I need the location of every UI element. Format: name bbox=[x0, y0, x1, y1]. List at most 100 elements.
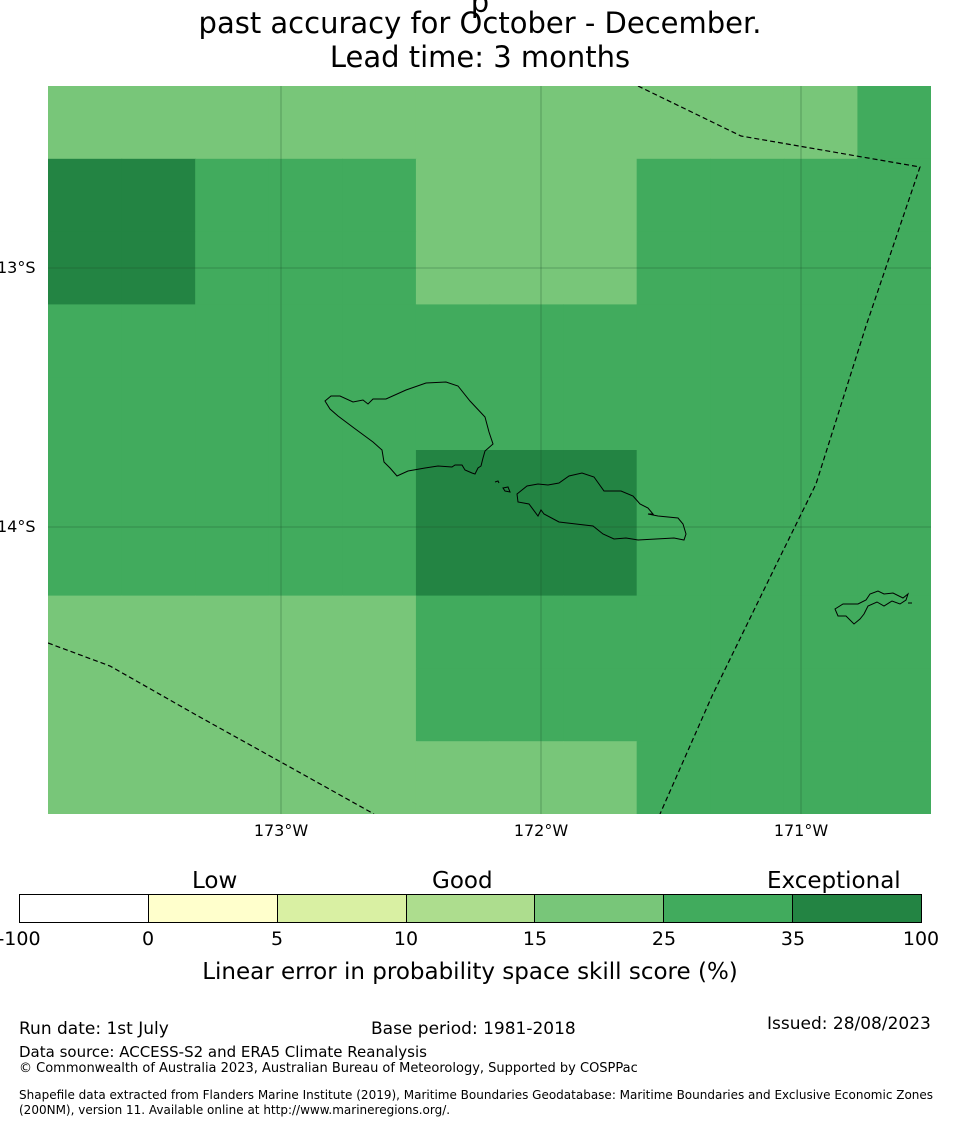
map-cell bbox=[783, 231, 859, 305]
map-cell bbox=[342, 522, 417, 597]
map-cell bbox=[415, 668, 491, 742]
map-cell bbox=[48, 668, 123, 742]
map-cell bbox=[563, 231, 638, 305]
map-cell bbox=[415, 450, 491, 524]
map-cell bbox=[415, 522, 491, 597]
map-cell bbox=[783, 522, 859, 597]
map-cell bbox=[342, 86, 417, 160]
map-cell bbox=[783, 450, 859, 524]
map-cell bbox=[121, 595, 196, 669]
shapefile-credit: Shapefile data extracted from Flanders M… bbox=[19, 1088, 934, 1117]
map-cell bbox=[563, 668, 638, 742]
map-cell bbox=[857, 595, 931, 669]
colorbar-tick: -100 bbox=[0, 928, 41, 950]
map-cell bbox=[563, 377, 638, 451]
map-cell bbox=[121, 450, 196, 524]
map-cell bbox=[48, 231, 123, 305]
map-cell bbox=[710, 595, 785, 669]
run-date: Run date: 1st July bbox=[19, 1019, 169, 1039]
map-cell bbox=[121, 377, 196, 451]
map-cell bbox=[195, 450, 270, 524]
map-cell bbox=[268, 668, 343, 742]
colorbar-tick: 5 bbox=[270, 928, 284, 950]
map-cell bbox=[636, 86, 711, 160]
map-cell bbox=[195, 158, 270, 233]
lon-label-171w: 171°W bbox=[773, 821, 829, 840]
colorbar-label: Linear error in probability space skill … bbox=[202, 959, 738, 985]
map-cell bbox=[195, 522, 270, 597]
lat-label-13s: 13°S bbox=[0, 258, 36, 277]
map-cell bbox=[563, 741, 638, 814]
island-outlines bbox=[324, 381, 912, 625]
map-cell bbox=[489, 522, 564, 597]
map-cell bbox=[415, 741, 491, 814]
map-cell bbox=[783, 304, 859, 378]
colorbar bbox=[19, 894, 922, 923]
map-cell bbox=[121, 522, 196, 597]
map-cell bbox=[710, 86, 785, 160]
lon-label-172w: 172°W bbox=[513, 821, 569, 840]
map-cell bbox=[636, 158, 711, 233]
colorbar-tick: 10 bbox=[393, 928, 419, 950]
title-line-1: p bbox=[470, 0, 490, 19]
savaii-island bbox=[324, 381, 494, 477]
map-cell bbox=[783, 158, 859, 233]
map-cell bbox=[710, 450, 785, 524]
map-cell bbox=[636, 595, 711, 669]
map-cell bbox=[636, 522, 711, 597]
map-cell bbox=[489, 158, 564, 233]
map-cell bbox=[857, 86, 931, 160]
map-cell bbox=[195, 668, 270, 742]
map-cell bbox=[710, 304, 785, 378]
upolu-island bbox=[516, 472, 687, 541]
map-cell bbox=[489, 231, 564, 305]
map-cell bbox=[783, 86, 859, 160]
map-cell bbox=[121, 231, 196, 305]
map-cell bbox=[783, 595, 859, 669]
manono-islet bbox=[502, 486, 511, 493]
colorbar-segment bbox=[664, 895, 794, 922]
map-cell bbox=[857, 741, 931, 814]
map-cell bbox=[489, 595, 564, 669]
map-cell bbox=[415, 377, 491, 451]
map-cell bbox=[636, 668, 711, 742]
map-cell bbox=[48, 522, 123, 597]
map-cell bbox=[415, 86, 491, 160]
map-cell bbox=[195, 86, 270, 160]
colorbar-segment bbox=[535, 895, 665, 922]
map-cell bbox=[342, 304, 417, 378]
map-cell bbox=[857, 158, 931, 233]
map-cell bbox=[48, 595, 123, 669]
colorbar-tick: 0 bbox=[141, 928, 155, 950]
map-cell bbox=[342, 668, 417, 742]
map-cell bbox=[636, 741, 711, 814]
map-cell bbox=[48, 158, 123, 233]
data-source: Data source: ACCESS-S2 and ERA5 Climate … bbox=[19, 1043, 427, 1061]
map-cell bbox=[710, 741, 785, 814]
map-cell bbox=[342, 158, 417, 233]
map-cell bbox=[48, 304, 123, 378]
map-cell bbox=[342, 595, 417, 669]
map-cell bbox=[121, 741, 196, 814]
map-cell bbox=[195, 304, 270, 378]
title-line-3: Lead time: 3 months bbox=[329, 40, 631, 74]
lon-label-173w: 173°W bbox=[253, 821, 309, 840]
map-cell bbox=[268, 377, 343, 451]
lat-label-14s: 14°S bbox=[0, 517, 36, 536]
map-cell bbox=[489, 377, 564, 451]
map-gridlines bbox=[48, 86, 931, 814]
copyright: © Commonwealth of Australia 2023, Austra… bbox=[19, 1061, 638, 1076]
apolima-islet bbox=[494, 480, 500, 484]
category-exceptional: Exceptional bbox=[767, 868, 901, 894]
map-cell bbox=[857, 377, 931, 451]
issued-date: Issued: 28/08/2023 bbox=[767, 1014, 931, 1034]
map-cell bbox=[857, 522, 931, 597]
map-cell bbox=[195, 231, 270, 305]
map-cell bbox=[563, 86, 638, 160]
map-cell bbox=[563, 450, 638, 524]
colorbar-segment bbox=[406, 895, 536, 922]
map-cell bbox=[268, 86, 343, 160]
map-cell bbox=[563, 304, 638, 378]
map-cell bbox=[268, 231, 343, 305]
map-cell bbox=[195, 377, 270, 451]
